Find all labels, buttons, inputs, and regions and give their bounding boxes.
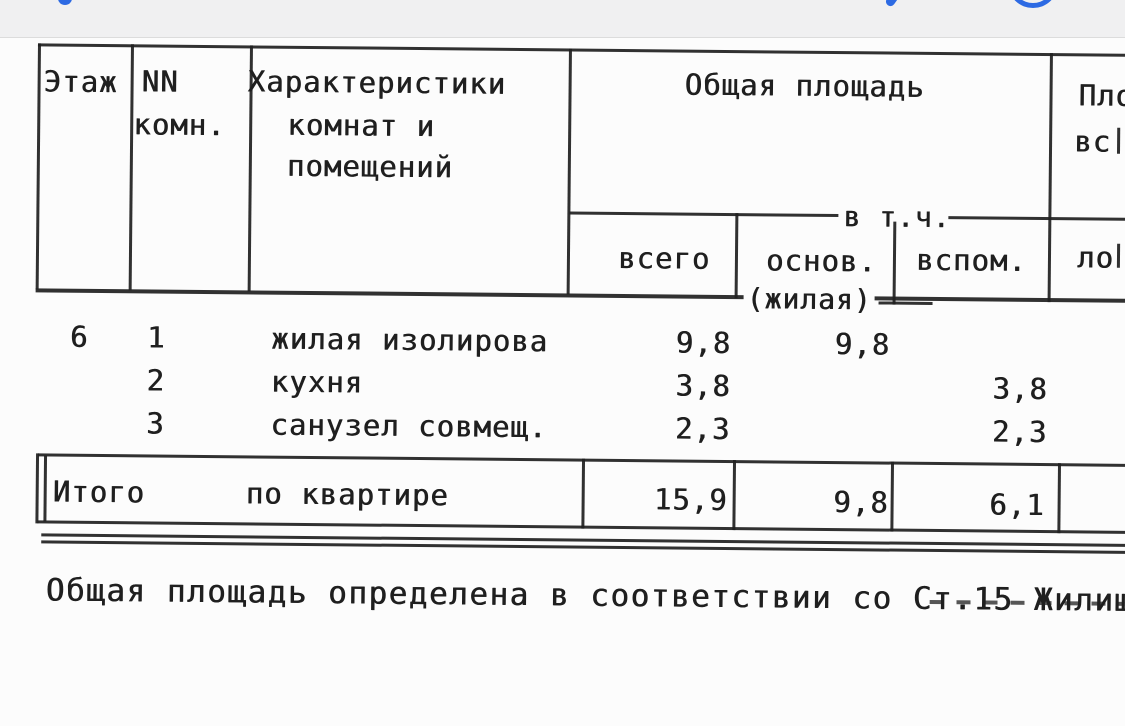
header-total-area-group: Общая площадь: [684, 67, 925, 104]
divider-floor-room: [128, 44, 134, 291]
header-including: в т.ч.: [843, 200, 951, 235]
header-right-col-line1: Пло: [1078, 78, 1125, 113]
scanned-table: Этаж NN комн. Характеристики комнат и по…: [0, 43, 1125, 694]
row-total: 9,8: [675, 325, 732, 361]
table-top-border: [37, 43, 1125, 57]
footer-note: Общая площадь определена в соответствии …: [45, 572, 1125, 619]
totals-aux: 6,1: [989, 487, 1045, 523]
header-bottom-border: [35, 288, 1125, 303]
table-left-border: [35, 43, 41, 290]
document-page: Этаж NN комн. Характеристики комнат и по…: [0, 37, 1125, 726]
header-room-no-line2: комн.: [133, 107, 226, 143]
row-floor: 6: [69, 319, 89, 354]
row-total: 3,8: [675, 368, 731, 404]
row-room: 3: [145, 406, 165, 441]
pen-dot-mark-icon: [58, 0, 72, 5]
totals-divider-aux: [1057, 463, 1062, 534]
totals-box-left-outer: [35, 453, 40, 524]
totals-divider-main: [890, 461, 895, 532]
divider-characteristics-area: [566, 48, 572, 295]
row-name: кухня: [270, 364, 364, 400]
main-note-underline: [878, 301, 933, 305]
header-characteristics-line1: Характеристики: [247, 64, 507, 101]
totals-divider-total: [732, 460, 737, 531]
divider-area-rightcol: [1047, 53, 1053, 303]
pen-circle-mark-icon: [1009, 0, 1057, 8]
app-background-strip: [0, 0, 1125, 37]
row-aux: [937, 329, 1048, 330]
row-total: 2,3: [674, 411, 731, 447]
pen-stroke-mark-icon: [884, 0, 909, 8]
totals-label: Итого: [52, 474, 146, 510]
header-right-col-line2: вс: [1073, 124, 1112, 159]
header-room-no-line1: NN: [141, 64, 179, 99]
row-room: 1: [146, 320, 166, 355]
header-characteristics-line2: комнат и: [287, 107, 436, 144]
row-name: жилая изолирова: [271, 321, 549, 359]
totals-scope: по квартире: [245, 476, 449, 513]
subheader-rule-right: [948, 216, 1125, 221]
row-main: 9,8: [834, 327, 891, 362]
rightcol-clipped-letter: [1116, 127, 1121, 154]
header-right-sub-col: ло: [1076, 240, 1115, 275]
header-sub-main: основ.: [765, 243, 877, 279]
row-aux: 2,3: [991, 414, 1048, 450]
divider-total-main: [734, 213, 739, 299]
totals-divider-label: [581, 458, 586, 529]
header-characteristics-line3: помещений: [286, 148, 454, 185]
header-sub-total: всего: [617, 240, 711, 276]
totals-total: 15,9: [653, 482, 728, 518]
row-name: санузел совмещ.: [270, 407, 548, 445]
subheader-rule-left: [569, 211, 839, 218]
totals-main: 9,8: [833, 485, 889, 520]
totals-box-left-inner: [43, 455, 48, 522]
divider-main-aux: [892, 221, 897, 305]
header-floor: Этаж: [43, 64, 118, 100]
row-room: 2: [146, 363, 166, 398]
row-aux: 3,8: [992, 371, 1048, 407]
header-sub-main-note: (жилая): [743, 282, 875, 317]
header-sub-aux: вспом.: [915, 242, 1027, 278]
rightsub-clipped-letter: [1116, 243, 1121, 268]
